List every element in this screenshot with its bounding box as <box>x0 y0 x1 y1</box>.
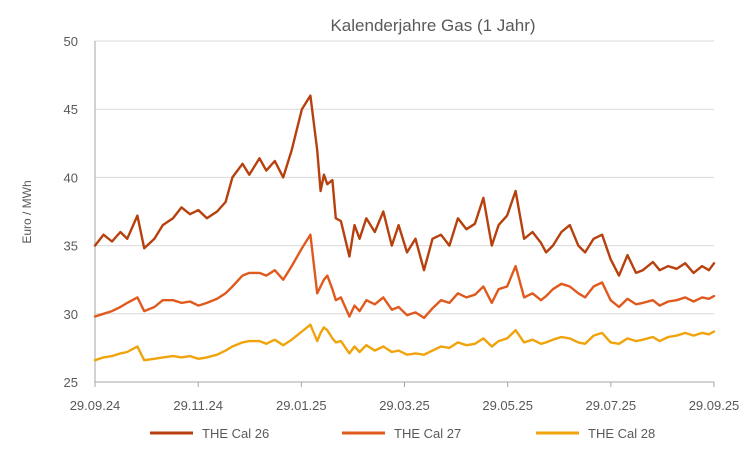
y-tick-label: 50 <box>64 34 78 49</box>
y-tick-label: 40 <box>64 170 78 185</box>
y-tick-label: 25 <box>64 375 78 390</box>
legend-label: THE Cal 28 <box>588 426 655 441</box>
y-tick-label: 45 <box>64 102 78 117</box>
x-axis <box>94 41 715 387</box>
y-tick-label: 35 <box>64 239 78 254</box>
legend-label: THE Cal 27 <box>394 426 461 441</box>
legend: THE Cal 26 THE Cal 27 THE Cal 28 <box>150 426 655 441</box>
x-tick-label: 29.05.25 <box>482 398 533 413</box>
series-line-3 <box>93 323 716 362</box>
x-tick-label: 29.07.25 <box>586 398 637 413</box>
x-tick-label: 29.11.24 <box>173 398 223 413</box>
y-tick-label: 30 <box>64 307 78 322</box>
x-tick-labels: 29.09.24 29.11.24 29.01.25 29.03.25 29.05.25… <box>70 398 740 413</box>
series-line-2 <box>93 233 716 320</box>
gridlines <box>95 40 714 315</box>
legend-label: THE Cal 26 <box>202 426 269 441</box>
chart-title: Kalenderjahre Gas (1 Jahr) <box>330 16 535 35</box>
x-tick-label: 29.09.24 <box>70 398 121 413</box>
x-tick-label: 29.03.25 <box>379 398 430 413</box>
y-tick-labels: 25 30 35 40 45 50 <box>64 34 78 390</box>
x-tick-label: 29.09.25 <box>689 398 740 413</box>
x-tick-label: 29.01.25 <box>276 398 327 413</box>
series-lines <box>93 94 716 362</box>
series-line-1 <box>93 94 716 277</box>
y-axis-label: Euro / MWh <box>20 180 34 243</box>
